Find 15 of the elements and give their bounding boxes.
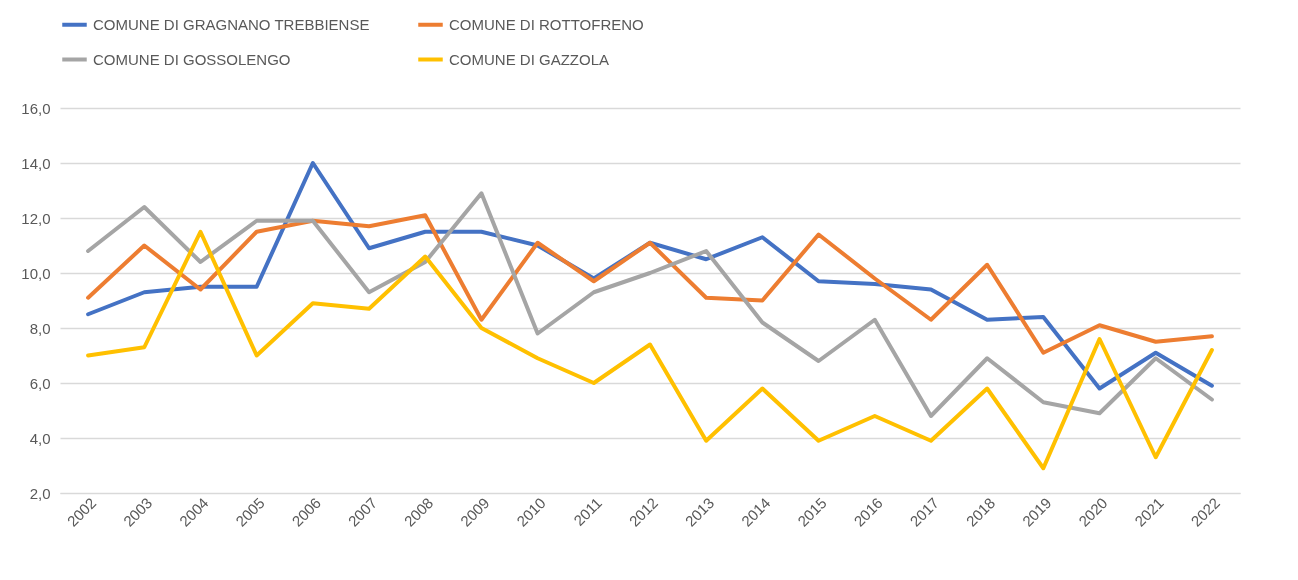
y-tick-label: 4,0 xyxy=(29,429,51,447)
y-tick-label: 14,0 xyxy=(21,154,51,172)
line-series xyxy=(86,213,1214,355)
y-tick-label: 2,0 xyxy=(29,484,51,502)
legend-label: COMUNE DI ROTTOFRENO xyxy=(449,15,644,33)
line-series xyxy=(86,191,1214,418)
legend-label: COMUNE DI GOSSOLENGO xyxy=(93,50,291,68)
line-series xyxy=(86,229,1214,471)
legend-label: COMUNE DI GAZZOLA xyxy=(449,50,610,68)
legend-label: COMUNE DI GRAGNANO TREBBIENSE xyxy=(93,15,370,33)
y-tick-label: 12,0 xyxy=(21,209,51,227)
y-tick-label: 10,0 xyxy=(21,264,51,282)
y-tick-label: 6,0 xyxy=(29,374,51,392)
y-tick-label: 16,0 xyxy=(21,99,51,117)
y-tick-label: 8,0 xyxy=(29,319,51,337)
